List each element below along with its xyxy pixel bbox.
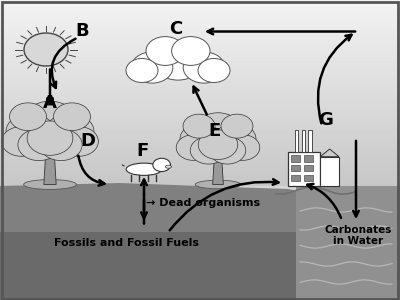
FancyBboxPatch shape bbox=[302, 130, 305, 152]
FancyBboxPatch shape bbox=[291, 155, 300, 161]
Ellipse shape bbox=[126, 163, 162, 176]
Text: D: D bbox=[80, 132, 96, 150]
Text: G: G bbox=[318, 111, 334, 129]
Circle shape bbox=[27, 121, 73, 155]
FancyBboxPatch shape bbox=[304, 175, 313, 181]
FancyBboxPatch shape bbox=[308, 130, 312, 152]
Ellipse shape bbox=[166, 165, 172, 168]
Text: F: F bbox=[136, 142, 148, 160]
FancyBboxPatch shape bbox=[288, 152, 320, 186]
Circle shape bbox=[183, 114, 215, 138]
Polygon shape bbox=[0, 183, 400, 300]
Circle shape bbox=[198, 130, 238, 160]
Circle shape bbox=[18, 129, 60, 160]
Circle shape bbox=[59, 127, 98, 156]
Circle shape bbox=[214, 123, 256, 155]
Polygon shape bbox=[296, 186, 400, 300]
Circle shape bbox=[194, 113, 242, 148]
Text: E: E bbox=[208, 122, 220, 140]
Circle shape bbox=[183, 52, 225, 83]
Circle shape bbox=[209, 137, 246, 164]
FancyBboxPatch shape bbox=[295, 130, 298, 152]
Text: Fossils and Fossil Fuels: Fossils and Fossil Fuels bbox=[54, 238, 198, 248]
Circle shape bbox=[2, 127, 41, 156]
Circle shape bbox=[221, 114, 253, 138]
Polygon shape bbox=[0, 232, 400, 300]
Polygon shape bbox=[213, 159, 223, 184]
Text: Carbonates
in Water: Carbonates in Water bbox=[324, 225, 392, 246]
Polygon shape bbox=[44, 154, 56, 184]
Circle shape bbox=[54, 103, 90, 130]
Circle shape bbox=[146, 37, 184, 65]
Circle shape bbox=[190, 137, 227, 164]
Ellipse shape bbox=[195, 180, 241, 189]
Circle shape bbox=[226, 135, 260, 160]
Ellipse shape bbox=[24, 179, 76, 190]
FancyBboxPatch shape bbox=[291, 165, 300, 171]
FancyBboxPatch shape bbox=[304, 165, 313, 171]
Circle shape bbox=[126, 58, 158, 82]
FancyBboxPatch shape bbox=[320, 157, 339, 186]
Circle shape bbox=[180, 123, 222, 155]
Circle shape bbox=[10, 103, 46, 130]
Text: A: A bbox=[43, 94, 57, 112]
Circle shape bbox=[46, 113, 94, 150]
Circle shape bbox=[198, 58, 230, 82]
Circle shape bbox=[153, 158, 170, 172]
Text: B: B bbox=[75, 22, 89, 40]
Polygon shape bbox=[320, 149, 339, 157]
Text: C: C bbox=[169, 20, 183, 38]
Circle shape bbox=[6, 113, 54, 150]
Circle shape bbox=[172, 37, 210, 65]
Circle shape bbox=[176, 135, 210, 160]
Circle shape bbox=[40, 129, 82, 160]
Circle shape bbox=[131, 52, 173, 83]
Circle shape bbox=[153, 43, 203, 80]
FancyBboxPatch shape bbox=[291, 175, 300, 181]
Circle shape bbox=[23, 101, 77, 142]
FancyBboxPatch shape bbox=[304, 155, 313, 161]
Text: → Dead organisms: → Dead organisms bbox=[146, 197, 260, 208]
Circle shape bbox=[24, 33, 68, 66]
